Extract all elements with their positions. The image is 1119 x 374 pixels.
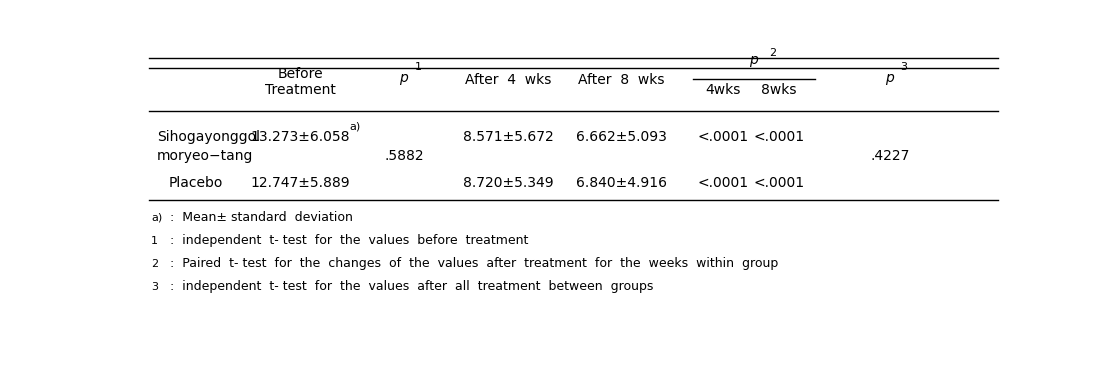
Text: a): a) (151, 213, 162, 223)
Text: 3: 3 (151, 282, 158, 292)
Text: $p$: $p$ (749, 54, 759, 69)
Text: Before: Before (278, 67, 323, 81)
Text: <.0001: <.0001 (753, 130, 805, 144)
Text: :  Paired  t- test  for  the  changes  of  the  values  after  treatment  for  t: : Paired t- test for the changes of the … (170, 257, 779, 270)
Text: <.0001: <.0001 (697, 130, 749, 144)
Text: 8.571±5.672: 8.571±5.672 (463, 130, 554, 144)
Text: .4227: .4227 (871, 149, 910, 163)
Text: After  8  wks: After 8 wks (577, 73, 665, 87)
Text: 4wks: 4wks (705, 83, 741, 97)
Text: Placebo: Placebo (169, 176, 224, 190)
Text: 8.720±5.349: 8.720±5.349 (463, 176, 554, 190)
Text: 13.273±6.058: 13.273±6.058 (251, 130, 350, 144)
Text: After  4  wks: After 4 wks (466, 73, 552, 87)
Text: 12.747±5.889: 12.747±5.889 (251, 176, 350, 190)
Text: moryeo−tang: moryeo−tang (157, 149, 254, 163)
Text: <.0001: <.0001 (753, 176, 805, 190)
Text: 6.840±4.916: 6.840±4.916 (575, 176, 667, 190)
Text: 2: 2 (151, 259, 158, 269)
Text: .5882: .5882 (385, 149, 424, 163)
Text: 3: 3 (901, 62, 908, 72)
Text: 1: 1 (415, 62, 422, 72)
Text: $p$: $p$ (885, 72, 895, 87)
Text: Treatment: Treatment (265, 83, 336, 97)
Text: 1: 1 (151, 236, 158, 246)
Text: a): a) (350, 122, 361, 132)
Text: Sihogayonggol: Sihogayonggol (157, 130, 261, 144)
Text: :  independent  t- test  for  the  values  before  treatment: : independent t- test for the values bef… (170, 234, 528, 247)
Text: $p$: $p$ (399, 72, 410, 87)
Text: 8wks: 8wks (761, 83, 797, 97)
Text: :  independent  t- test  for  the  values  after  all  treatment  between  group: : independent t- test for the values aft… (170, 280, 653, 293)
Text: <.0001: <.0001 (697, 176, 749, 190)
Text: 6.662±5.093: 6.662±5.093 (576, 130, 667, 144)
Text: :  Mean± standard  deviation: : Mean± standard deviation (170, 211, 354, 224)
Text: 2: 2 (770, 48, 777, 58)
